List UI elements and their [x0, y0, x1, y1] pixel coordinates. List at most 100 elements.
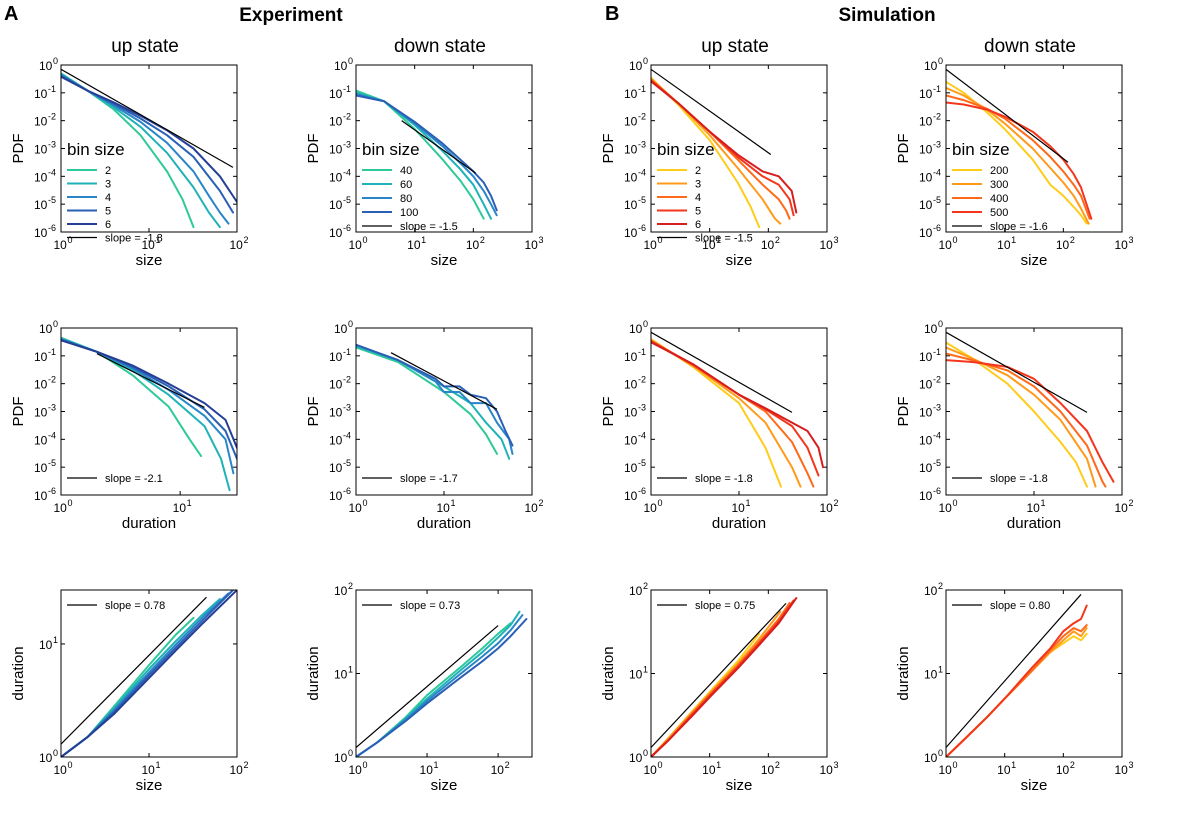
- tick-exponent: -6: [343, 223, 351, 233]
- tick-exponent: 0: [348, 748, 353, 758]
- tick-exponent: -4: [638, 430, 646, 440]
- tick-exponent: -3: [638, 140, 646, 150]
- legend-entry: 5: [695, 206, 701, 218]
- tick-exponent: -4: [933, 167, 941, 177]
- tick-base: 10: [629, 322, 643, 336]
- slope-reference-line: [946, 331, 1088, 413]
- tick-base: 10: [629, 584, 643, 598]
- y-tick-label: 10 2: [924, 581, 943, 598]
- tick-base: 10: [919, 226, 933, 240]
- tick-exponent: 1: [156, 235, 161, 245]
- series-group: [651, 597, 798, 757]
- tick-base: 10: [142, 238, 156, 252]
- plot-frame: [60, 327, 238, 496]
- legend-title: bin size: [657, 140, 715, 159]
- section-title-simulation: Simulation: [838, 5, 935, 26]
- tick-exponent: -6: [343, 486, 351, 496]
- y-tick-label: 10 -2: [624, 112, 646, 129]
- tick-base: 10: [329, 226, 343, 240]
- tick-exponent: 0: [643, 748, 648, 758]
- tick-base: 10: [761, 763, 775, 777]
- tick-base: 10: [173, 501, 187, 515]
- series-line-5: [61, 338, 237, 460]
- y-tick-label: 10 -6: [624, 486, 646, 503]
- tick-base: 10: [329, 170, 343, 184]
- series-line-100: [356, 343, 514, 447]
- y-tick-label: 10 -2: [624, 375, 646, 392]
- x-tick-label: 10 0: [644, 760, 663, 777]
- series-group: [946, 594, 1088, 757]
- tick-exponent: -3: [48, 403, 56, 413]
- series-group: [61, 68, 237, 229]
- x-tick-label: 10 3: [1115, 235, 1134, 252]
- tick-exponent: 3: [539, 235, 544, 245]
- series-line-6: [651, 597, 798, 757]
- tick-exponent: 0: [53, 748, 58, 758]
- tick-base: 10: [939, 238, 953, 252]
- tick-exponent: -6: [933, 486, 941, 496]
- tick-base: 10: [230, 763, 244, 777]
- tick-exponent: -1: [343, 84, 351, 94]
- series-group: [651, 68, 798, 229]
- legend: bin size 40 60 80 100 slope = -1.5: [362, 140, 458, 233]
- tick-base: 10: [624, 433, 638, 447]
- panel-a-letter: A: [4, 3, 18, 25]
- y-tick-label: 10 -5: [329, 458, 351, 475]
- tick-base: 10: [39, 638, 53, 652]
- slope-reference-line: [96, 353, 205, 408]
- tick-exponent: -6: [48, 486, 56, 496]
- y-tick-label: 10 -6: [329, 486, 351, 503]
- tick-exponent: -5: [48, 195, 56, 205]
- y-tick-label: 10 -3: [34, 403, 56, 420]
- legend: bin size 200 300 400 500 slope = -1.6: [952, 140, 1048, 233]
- y-tick-label: 10 -5: [919, 195, 941, 212]
- tick-base: 10: [919, 115, 933, 129]
- x-tick-label: 10 1: [702, 760, 721, 777]
- y-tick-label: 10 -4: [329, 167, 351, 184]
- tick-exponent: -5: [933, 458, 941, 468]
- series-group: [946, 68, 1093, 225]
- tick-base: 10: [919, 87, 933, 101]
- plot-frame: [650, 64, 828, 233]
- x-tick-label: 10 2: [761, 760, 780, 777]
- legend-entry: 4: [105, 192, 111, 204]
- chart-grid: 10 0 10 1 10 210 -610 -510 -410 -310 -210 -110 0size…: [10, 56, 1134, 794]
- series-line-40: [356, 622, 512, 757]
- tick-base: 10: [329, 433, 343, 447]
- series-group: [356, 343, 514, 460]
- tick-exponent: -5: [48, 458, 56, 468]
- y-tick-label: 10 0: [334, 748, 353, 765]
- y-tick-label: 10 -1: [34, 347, 56, 364]
- y-tick-label: 10 -6: [329, 223, 351, 240]
- series-group: [61, 590, 237, 757]
- x-tick-label: 10 0: [54, 760, 73, 777]
- tick-exponent: -3: [638, 403, 646, 413]
- tick-base: 10: [407, 238, 421, 252]
- y-tick-label: 10 -5: [624, 195, 646, 212]
- tick-exponent: -5: [933, 195, 941, 205]
- tick-exponent: 0: [643, 56, 648, 66]
- tick-base: 10: [34, 350, 48, 364]
- tick-exponent: -3: [933, 403, 941, 413]
- tick-base: 10: [34, 143, 48, 157]
- x-tick-label: 10 2: [761, 235, 780, 252]
- tick-exponent: 1: [643, 665, 648, 675]
- tick-base: 10: [624, 226, 638, 240]
- x-tick-label: 10 0: [939, 235, 958, 252]
- tick-base: 10: [1027, 501, 1041, 515]
- x-tick-label: 10 0: [54, 235, 73, 252]
- x-tick-label: 10 1: [407, 235, 426, 252]
- y-axis-label: PDF: [305, 397, 322, 427]
- x-axis-label: size: [1021, 252, 1048, 269]
- x-axis-label: duration: [417, 515, 471, 532]
- tick-base: 10: [329, 115, 343, 129]
- tick-exponent: -4: [638, 167, 646, 177]
- y-tick-label: 10 2: [629, 581, 648, 598]
- tick-base: 10: [624, 170, 638, 184]
- y-tick-label: 10 -3: [919, 140, 941, 157]
- x-tick-label: 10 1: [420, 760, 439, 777]
- series-line-6: [651, 341, 824, 469]
- series-line-200: [946, 632, 1088, 757]
- y-tick-label: 10 -1: [919, 84, 941, 101]
- tick-exponent: 1: [434, 760, 439, 770]
